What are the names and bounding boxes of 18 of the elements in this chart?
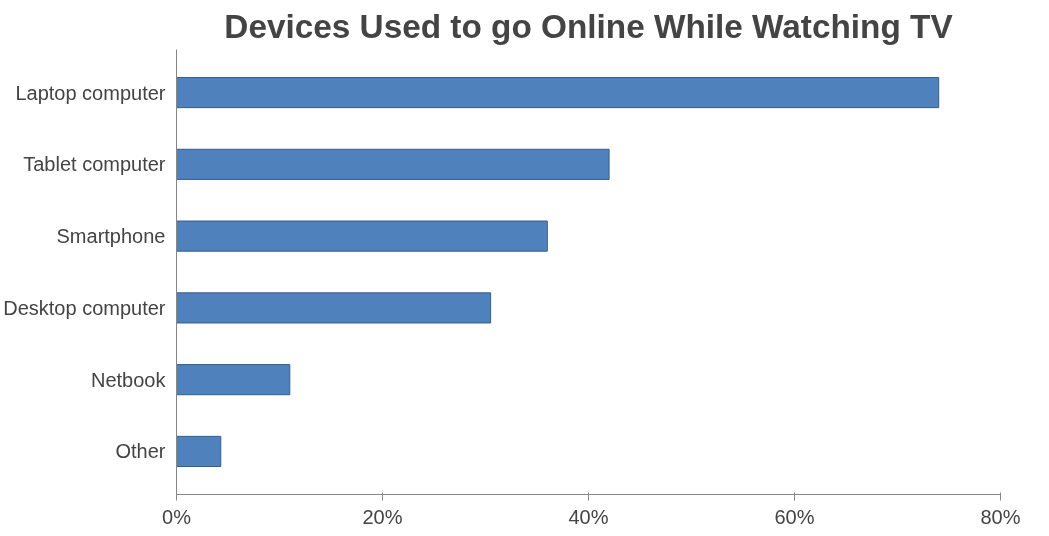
bar bbox=[176, 435, 222, 468]
bar bbox=[176, 148, 610, 180]
bar bbox=[176, 292, 492, 324]
y-tick-label: Laptop computer bbox=[15, 81, 166, 104]
x-tick-label: 60% bbox=[774, 505, 815, 528]
x-tick-label: 80% bbox=[980, 505, 1021, 528]
y-tick-label: Smartphone bbox=[56, 225, 166, 248]
bar bbox=[176, 364, 291, 396]
x-tick-label: 20% bbox=[362, 505, 403, 528]
x-tick-label: 0% bbox=[162, 505, 192, 528]
bar bbox=[176, 76, 940, 109]
chart-title: Devices Used to go Online While Watching TV bbox=[224, 7, 953, 45]
y-tick-label: Desktop computer bbox=[3, 296, 166, 319]
bar bbox=[176, 220, 548, 252]
y-tick-label: Other bbox=[115, 440, 166, 463]
y-tick-label: Tablet computer bbox=[23, 153, 166, 176]
x-tick-label: 40% bbox=[568, 505, 609, 528]
y-tick-label: Netbook bbox=[91, 368, 167, 391]
